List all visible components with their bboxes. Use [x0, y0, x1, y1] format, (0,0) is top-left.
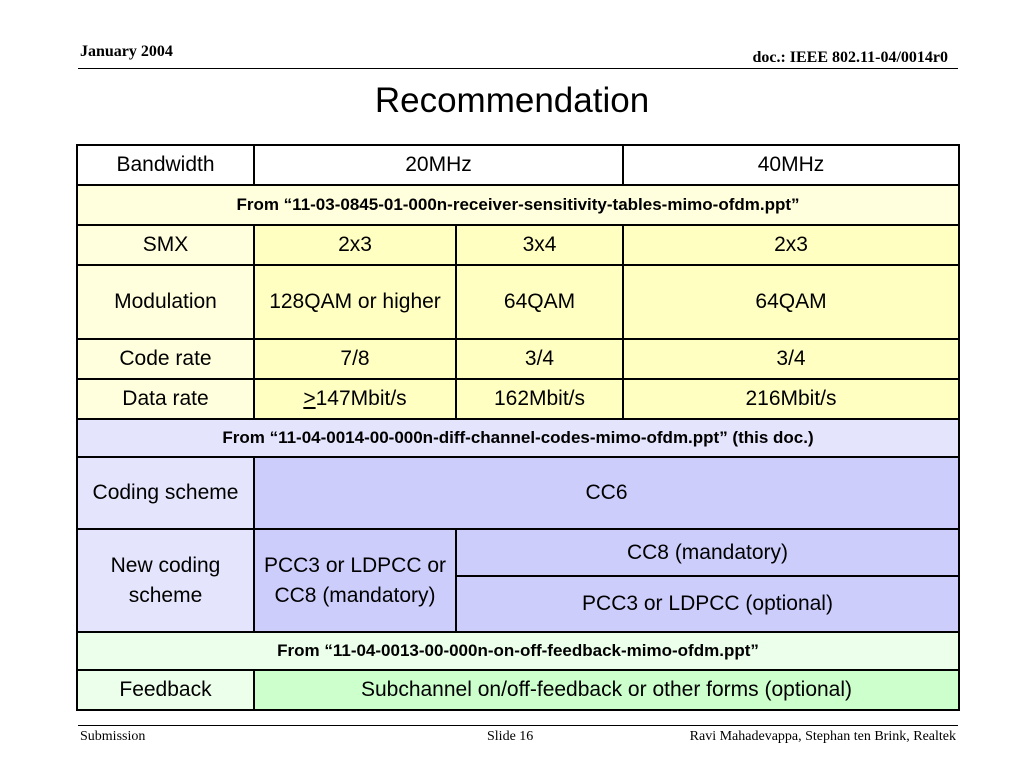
code-rate-value: 7/8 [253, 338, 457, 380]
table-row-bandwidth: Bandwidth 20MHz 40MHz [76, 144, 960, 186]
bandwidth-label: Bandwidth [76, 144, 255, 186]
code-rate-value: 3/4 [455, 338, 624, 380]
table-row-coding-scheme: Coding scheme CC6 [76, 456, 960, 530]
header-divider [78, 68, 958, 69]
smx-value: 3x4 [455, 224, 624, 266]
smx-label: SMX [76, 224, 255, 266]
new-coding-scheme-mandatory: CC8 (mandatory) [455, 528, 960, 577]
source-reference-3: From “11-04-0013-00-000n-on-off-feedback… [76, 631, 960, 671]
code-rate-value: 3/4 [622, 338, 960, 380]
table-row-source-1: From “11-03-0845-01-000n-receiver-sensit… [76, 184, 960, 226]
table-row-source-3: From “11-04-0013-00-000n-on-off-feedback… [76, 631, 960, 671]
footer-submission: Submission [80, 729, 146, 744]
slide-title: Recommendation [374, 81, 650, 120]
modulation-value: 64QAM [622, 264, 960, 340]
table-row-data-rate: Data rate >147Mbit/s 162Mbit/s 216Mbit/s [76, 378, 960, 420]
coding-scheme-value: CC6 [253, 456, 960, 530]
modulation-label: Modulation [76, 264, 255, 340]
header-doc-id: doc.: IEEE 802.11-04/0014r0 [752, 49, 948, 66]
table-row-code-rate: Code rate 7/8 3/4 3/4 [76, 338, 960, 380]
table-row-smx: SMX 2x3 3x4 2x3 [76, 224, 960, 266]
smx-value: 2x3 [622, 224, 960, 266]
modulation-value: 64QAM [455, 264, 624, 340]
feedback-value: Subchannel on/off-feedback or other form… [253, 669, 960, 711]
bandwidth-20mhz: 20MHz [253, 144, 624, 186]
data-rate-number: 147Mbit/s [315, 387, 407, 410]
footer-authors: Ravi Mahadevappa, Stephan ten Brink, Rea… [689, 729, 956, 744]
footer-slide-number: Slide 16 [487, 729, 534, 744]
new-coding-scheme-optional: PCC3 or LDPCC (optional) [455, 575, 960, 633]
table-row-source-2: From “11-04-0014-00-000n-diff-channel-co… [76, 418, 960, 458]
footer-divider [78, 725, 958, 726]
data-rate-label: Data rate [76, 378, 255, 420]
source-reference-2: From “11-04-0014-00-000n-diff-channel-co… [76, 418, 960, 458]
new-coding-scheme-value: PCC3 or LDPCC or CC8 (mandatory) [253, 528, 457, 633]
header-date: January 2004 [80, 43, 173, 60]
modulation-value: 128QAM or higher [253, 264, 457, 340]
bandwidth-40mhz: 40MHz [622, 144, 960, 186]
feedback-label: Feedback [76, 669, 255, 711]
recommendation-table: Bandwidth 20MHz 40MHz From “11-03-0845-0… [76, 144, 960, 711]
coding-scheme-label: Coding scheme [76, 456, 255, 530]
new-coding-scheme-label: New coding scheme [76, 528, 255, 633]
table-row-modulation: Modulation 128QAM or higher 64QAM 64QAM [76, 264, 960, 340]
data-rate-value: 162Mbit/s [455, 378, 624, 420]
data-rate-value: >147Mbit/s [253, 378, 457, 420]
smx-value: 2x3 [253, 224, 457, 266]
code-rate-label: Code rate [76, 338, 255, 380]
table-row-new-coding-scheme-optional: PCC3 or LDPCC (optional) [77, 575, 960, 633]
data-rate-value: 216Mbit/s [622, 378, 960, 420]
table-row-new-coding-scheme: New coding scheme PCC3 or LDPCC or CC8 (… [76, 528, 960, 633]
table-row-feedback: Feedback Subchannel on/off-feedback or o… [76, 669, 960, 711]
source-reference-1: From “11-03-0845-01-000n-receiver-sensit… [76, 184, 960, 226]
data-rate-prefix: > [303, 387, 316, 410]
